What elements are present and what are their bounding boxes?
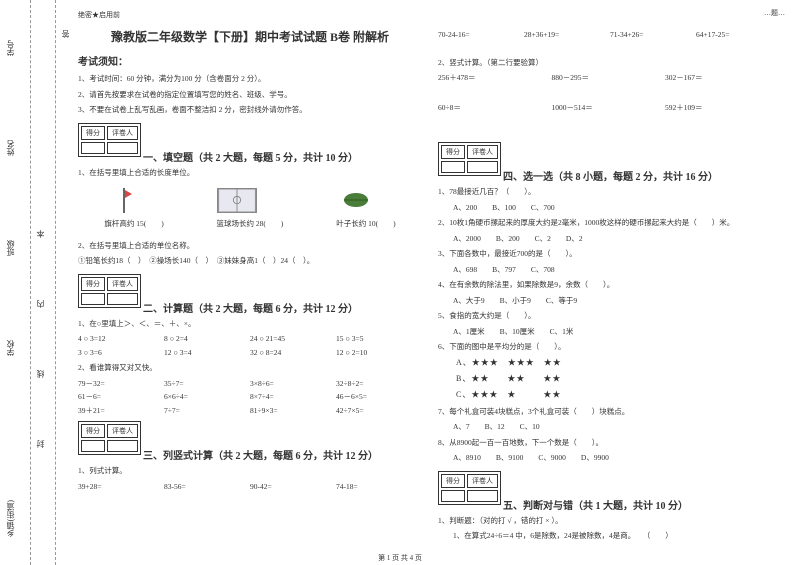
score-h2: 评卷人	[107, 126, 138, 140]
flag-group: 旗杆高约 15( )	[104, 185, 163, 233]
s4-q7o: A、7 B、12 C、10	[438, 420, 782, 434]
s4-q3: 3、下面各数中，最接近700的是（ ）。	[438, 247, 782, 261]
s4-q6: 6、下面的图中是平均分的是（ ）。	[438, 340, 782, 354]
s3-row1b: 70-24-16= 28+36+19= 71-34+26= 64+17-25=	[438, 28, 782, 42]
s4-q2o: A、2000 B、200 C、2 D、2	[438, 232, 782, 246]
s4-q5: 5、食指的宽大约是（ ）。	[438, 309, 782, 323]
s4-q4: 4、在有余数的除法里，如果除数是9，余数（ ）。	[438, 278, 782, 292]
field-label: 篮球场长约 28( )	[217, 217, 284, 231]
s4-q6a: A、★★★ ★★★ ★★	[438, 356, 782, 370]
page-footer: 第 1 页 共 4 页	[0, 553, 800, 563]
s4-q7: 7、每个礼盒可装4块糕点，3个礼盒可装（ ）块糕点。	[438, 405, 782, 419]
s5-q1a: 1、在算式24÷6＝4 中，6是除数，24是被除数，4是商。 （ ）	[438, 529, 782, 543]
sb-label-2: 班级	[5, 240, 16, 256]
sb-label-3: 学校	[5, 340, 16, 356]
section-1-title: 一、填空题（共 2 大题，每题 5 分，共计 10 分）	[143, 153, 358, 164]
s4-q2: 2、10枚1角硬币摞起来的厚度大约是2毫米，1000枚这样的硬币摞起来大约是（ …	[438, 216, 782, 230]
score-table-2: 得分评卷人	[78, 274, 141, 308]
s3-q1: 1、列式计算。	[78, 464, 422, 478]
s3-row2b: 60÷8＝ 1000－514＝ 592＋109＝	[438, 101, 782, 115]
sb-label-4: 乡镇(街道)	[5, 500, 16, 537]
s4-q8o: A、8910 B、9100 C、9000 D、9900	[438, 451, 782, 465]
s2-q2: 2、看谁算得又对又快。	[78, 361, 422, 375]
section-3-title: 三、列竖式计算（共 2 大题，每题 6 分，共计 12 分）	[143, 451, 378, 462]
s2-row2: 79－32= 35÷7= 3×8÷6= 32÷8÷2= 61－6= 6×6÷4=…	[78, 377, 422, 418]
s4-q1: 1、78最接近几百？（ ）。	[438, 185, 782, 199]
s4-q6c: C、★★★ ★ ★★	[438, 388, 782, 402]
flag-icon	[114, 188, 134, 213]
s2-q1: 1、在○里填上＞、＜、＝、＋、×。	[78, 317, 422, 331]
field-group: 篮球场长约 28( )	[217, 185, 284, 233]
section-4-title: 四、选一选（共 8 小题，每题 2 分，共计 16 分）	[503, 172, 718, 183]
score-h1: 得分	[81, 126, 105, 140]
s3-row1: 39+28= 83-56= 90-42= 74-18=	[78, 480, 422, 494]
sb-extra-3: 封	[35, 440, 46, 448]
s3-row2a: 256＋478＝ 880－295＝ 302－167＝	[438, 71, 782, 85]
score-table-3: 得分评卷人	[78, 421, 141, 455]
s3-q2: 2、竖式计算。（第二行要验算）	[438, 56, 782, 70]
exam-title: 豫教版二年级数学【下册】期中考试试题 B卷 附解析	[78, 28, 422, 45]
s5-q1: 1、判断题：（对的打 √ ，错的打 × ）。	[438, 514, 782, 528]
sb-extra-2: 线	[35, 370, 46, 378]
s1-q2: 2、在括号里填上合适的单位名称。	[78, 239, 422, 253]
field-icon	[217, 188, 257, 213]
s4-q5o: A、1厘米 B、10厘米 C、1米	[438, 325, 782, 339]
s4-q3o: A、698 B、797 C、708	[438, 263, 782, 277]
s4-q1o: A、200 B、100 C、700	[438, 201, 782, 215]
s1-q1: 1、在括号里填上合适的长度单位。	[78, 166, 422, 180]
s4-q4o: A、大于9 B、小于9 C、等于9	[438, 294, 782, 308]
leaf-icon	[341, 190, 371, 210]
section-5-title: 五、判断对与错（共 1 大题，共计 10 分）	[503, 501, 688, 512]
score-table-4: 得分评卷人	[438, 142, 501, 176]
image-row: 旗杆高约 15( ) 篮球场长约 28( ) 叶子长约 10( )	[78, 185, 422, 233]
s1-q2a: ①铅笔长约18（ ） ②操场长140（ ） ③妹妹身高1（ ）24（ ）。	[78, 254, 422, 268]
leaf-label: 叶子长约 10( )	[336, 217, 395, 231]
score-table-1: 得分评卷人	[78, 123, 141, 157]
notice-1: 1、考试时间：60 分钟，满分为100 分（含卷面分 2 分）。	[78, 72, 422, 86]
sb-extra-0: 本	[35, 230, 46, 238]
notice-3: 3、不要在试卷上乱写乱画，卷面不整洁扣 2 分，密封线外请勿作答。	[78, 103, 422, 117]
score-table-5: 得分评卷人	[438, 471, 501, 505]
s2-row1: 4 ○ 3=12 8 ○ 2=4 24 ○ 21=45 15 ○ 3=5 3 ○…	[78, 332, 422, 359]
dashed-line-1	[30, 0, 31, 565]
notice-2: 2、请首先按要求在试卷的指定位置填写您的姓名、班级、学号。	[78, 88, 422, 102]
sb-extra-1: 内	[35, 300, 46, 308]
s4-q8: 8、从8900起一百一百地数，下一个数是（ ）。	[438, 436, 782, 450]
confidential-label: 绝密★启用前	[78, 10, 422, 20]
column-left: 绝密★启用前 豫教版二年级数学【下册】期中考试试题 B卷 附解析 考试须知： 1…	[70, 10, 430, 555]
page-content: 绝密★启用前 豫教版二年级数学【下册】期中考试试题 B卷 附解析 考试须知： 1…	[70, 10, 790, 555]
flag-label: 旗杆高约 15( )	[104, 217, 163, 231]
dashed-line-2	[55, 0, 56, 565]
sb-label-1: 姓名	[5, 140, 16, 156]
notice-header: 考试须知：	[78, 53, 422, 68]
binding-sidebar: 学号 姓名 班级 学校 乡镇(街道) 本 内 线 封 答	[0, 0, 65, 565]
sb-label-0: 学号	[5, 40, 16, 56]
leaf-group: 叶子长约 10( )	[336, 185, 395, 233]
section-2-title: 二、计算题（共 2 大题，每题 6 分，共计 12 分）	[143, 304, 358, 315]
s4-q6b: B、★★ ★★ ★★	[438, 372, 782, 386]
column-right: 70-24-16= 28+36+19= 71-34+26= 64+17-25= …	[430, 10, 790, 555]
